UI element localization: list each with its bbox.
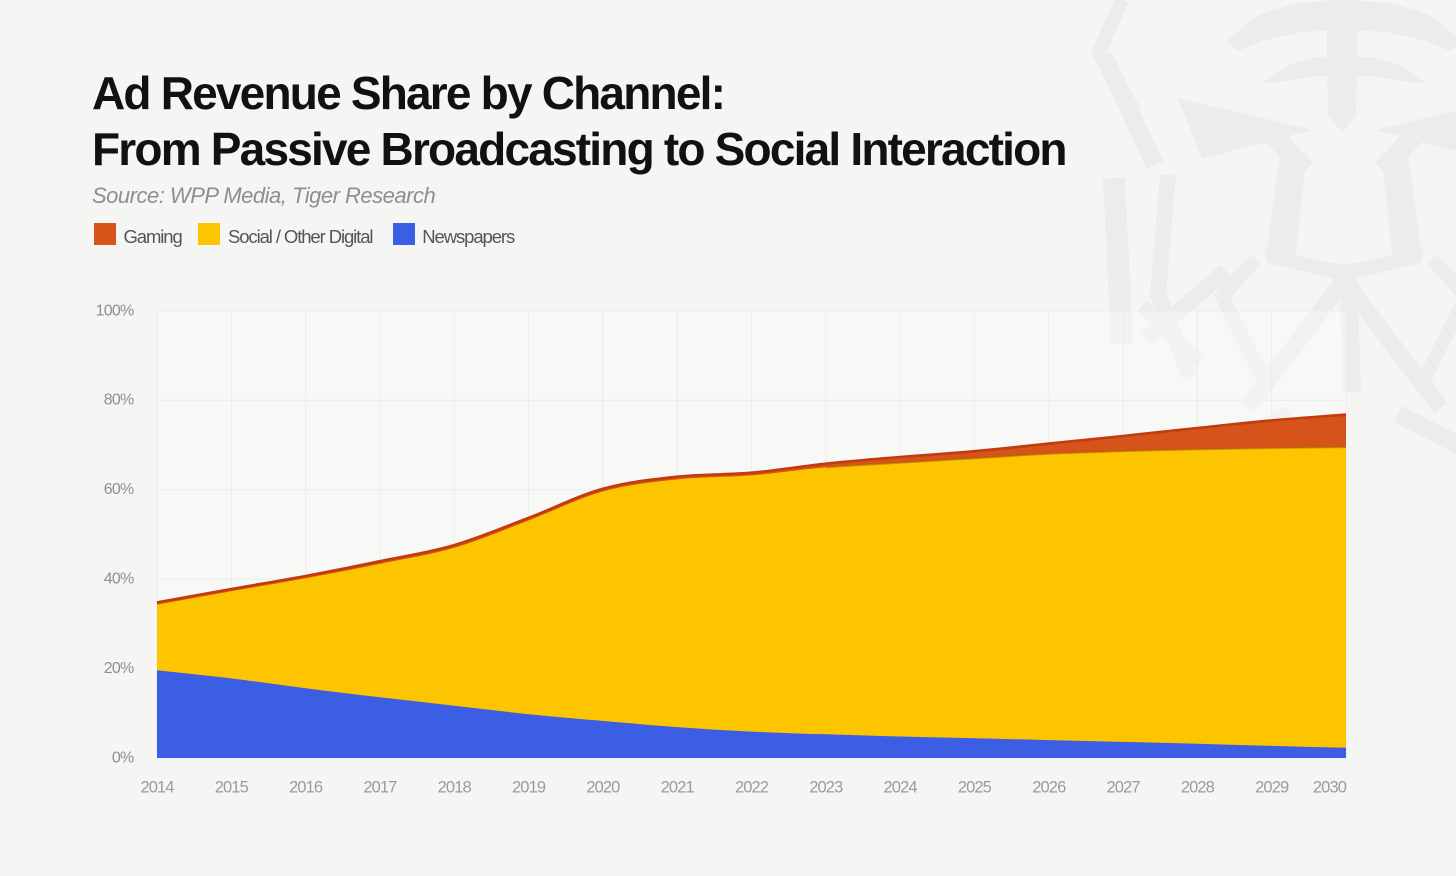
svg-text:2030: 2030 [1313,779,1347,797]
svg-text:2022: 2022 [735,779,769,797]
svg-text:100%: 100% [96,302,134,319]
svg-text:60%: 60% [104,481,134,498]
svg-text:2029: 2029 [1255,779,1289,797]
svg-text:2020: 2020 [586,779,620,797]
svg-text:2014: 2014 [140,779,174,797]
svg-text:2021: 2021 [661,779,695,797]
svg-text:2019: 2019 [512,779,546,797]
svg-text:40%: 40% [104,571,134,588]
svg-text:2023: 2023 [809,779,843,797]
svg-text:2018: 2018 [438,779,472,797]
svg-text:20%: 20% [104,660,134,677]
svg-text:2028: 2028 [1181,779,1215,797]
svg-text:80%: 80% [104,392,134,409]
svg-text:2017: 2017 [363,779,397,797]
svg-text:0%: 0% [112,750,134,767]
svg-text:2027: 2027 [1107,779,1141,797]
svg-text:2025: 2025 [958,779,992,797]
svg-text:2026: 2026 [1032,779,1066,797]
svg-text:2024: 2024 [884,779,918,797]
svg-text:2015: 2015 [215,779,249,797]
svg-text:2016: 2016 [289,779,323,797]
